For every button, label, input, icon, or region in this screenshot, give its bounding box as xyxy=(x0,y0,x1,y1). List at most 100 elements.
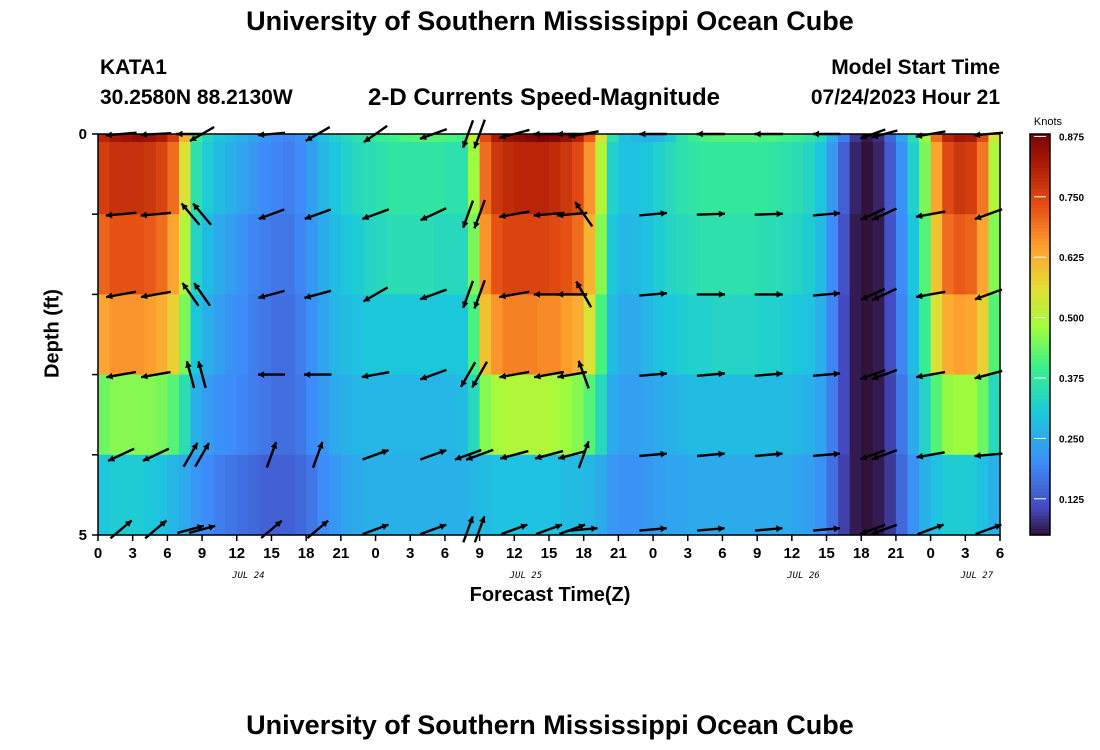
heatmap-cell xyxy=(98,454,111,536)
heatmap-cell xyxy=(919,374,932,456)
heatmap-cell xyxy=(398,294,411,376)
heatmap-cell xyxy=(306,142,319,215)
page-title: University of Southern Mississippi Ocean… xyxy=(246,6,854,36)
heatmap-cell xyxy=(375,454,388,536)
current-vector-head xyxy=(473,301,480,309)
current-vector-head xyxy=(439,523,447,530)
colorbar-segment xyxy=(1030,194,1050,199)
current-vector-head xyxy=(182,282,189,290)
x-tick-label: 21 xyxy=(333,545,350,562)
colorbar-segment xyxy=(1030,234,1050,239)
heatmap-cell xyxy=(444,214,458,295)
heatmap-cell xyxy=(549,214,562,295)
heatmap-cell xyxy=(930,454,943,536)
x-tick-label: 3 xyxy=(129,545,137,562)
heatmap-cell xyxy=(814,134,828,143)
current-vector-head xyxy=(718,525,725,533)
current-vector-head xyxy=(321,520,329,528)
heatmap-cell xyxy=(803,454,816,536)
colorbar-tick-label: 0.625 xyxy=(1059,253,1084,264)
current-vector-head xyxy=(142,455,150,462)
colorbar-segment xyxy=(1030,438,1050,443)
heatmap-cell xyxy=(259,374,273,456)
heatmap-cell xyxy=(849,134,862,143)
heatmap-cell xyxy=(144,374,157,456)
heatmap-cell xyxy=(537,134,550,143)
heatmap-cell xyxy=(225,134,238,143)
current-vector-head xyxy=(472,380,479,388)
heatmap-cell xyxy=(132,294,145,376)
heatmap-cell xyxy=(618,454,631,536)
heatmap-cell xyxy=(942,374,955,456)
heatmap-cell xyxy=(826,214,839,295)
heatmap-cell xyxy=(98,214,111,295)
heatmap-cell xyxy=(363,374,377,456)
current-vector-head xyxy=(257,371,265,378)
current-vector-head xyxy=(473,141,480,149)
colorbar-segment xyxy=(1030,240,1050,245)
heatmap-cell xyxy=(248,142,261,215)
heatmap-cell xyxy=(849,214,862,295)
colorbar-segment xyxy=(1030,408,1050,412)
current-vector-head xyxy=(872,294,880,301)
heatmap-cell xyxy=(919,454,932,536)
colorbar-segment xyxy=(1030,287,1050,292)
heatmap-cell xyxy=(340,454,354,536)
heatmap-cell xyxy=(930,214,943,295)
colorbar-segment xyxy=(1030,468,1050,473)
current-vector-head xyxy=(181,203,188,211)
heatmap-cell xyxy=(352,454,365,536)
current-vector-head xyxy=(860,528,868,535)
colorbar-segment xyxy=(1030,514,1050,519)
heatmap-cell xyxy=(653,142,666,215)
heatmap-cell xyxy=(606,374,619,456)
heatmap-cell xyxy=(560,294,573,376)
heatmap-cell xyxy=(213,294,226,376)
current-vector-head xyxy=(557,372,565,380)
heatmap-cell xyxy=(861,142,874,215)
heatmap-cell xyxy=(953,454,966,536)
heatmap-cell xyxy=(919,134,932,143)
heatmap-cell xyxy=(664,294,677,376)
heatmap-cell xyxy=(814,214,828,295)
current-vector-head xyxy=(916,292,923,300)
current-vector-head xyxy=(583,441,590,449)
heatmap-cell xyxy=(375,294,388,376)
heatmap-cell xyxy=(98,374,111,456)
heatmap-cell xyxy=(572,214,585,295)
heatmap-cell xyxy=(398,214,411,295)
heatmap-cell xyxy=(791,142,805,215)
colorbar-segment xyxy=(1030,384,1050,389)
heatmap-cell xyxy=(745,142,758,215)
colorbar-tick-label: 0.125 xyxy=(1059,495,1084,506)
heatmap-cell xyxy=(294,294,307,376)
colorbar-segment xyxy=(1030,421,1050,426)
colorbar-segment xyxy=(1030,200,1050,205)
x-tick-label: 12 xyxy=(506,545,523,562)
heatmap-cell xyxy=(178,214,192,295)
colorbar-segment xyxy=(1030,418,1050,422)
heatmap-cell xyxy=(919,142,932,215)
heatmap-cell xyxy=(329,142,342,215)
heatmap-cell xyxy=(988,294,1001,376)
heatmap-cell xyxy=(861,134,874,143)
heatmap-cell xyxy=(537,294,550,376)
heatmap-cell xyxy=(595,454,608,536)
heatmap-cell xyxy=(653,214,666,295)
heatmap-cell xyxy=(144,142,157,215)
heatmap-cell xyxy=(664,214,677,295)
heatmap-cell xyxy=(919,294,932,376)
colorbar-segment xyxy=(1030,227,1050,232)
heatmap-cell xyxy=(306,454,319,536)
heatmap-cell xyxy=(456,294,469,376)
heatmap-cell xyxy=(537,142,550,215)
heatmap-cell xyxy=(144,454,157,536)
heatmap-cell xyxy=(572,454,585,536)
colorbar-segment xyxy=(1030,488,1050,493)
heatmap-cell xyxy=(734,454,747,536)
heatmap-cell xyxy=(121,454,134,536)
heatmap-cell xyxy=(595,374,608,456)
heatmap-cell xyxy=(283,374,296,456)
x-tick-label: 9 xyxy=(198,545,206,562)
heatmap-cell xyxy=(861,374,874,456)
